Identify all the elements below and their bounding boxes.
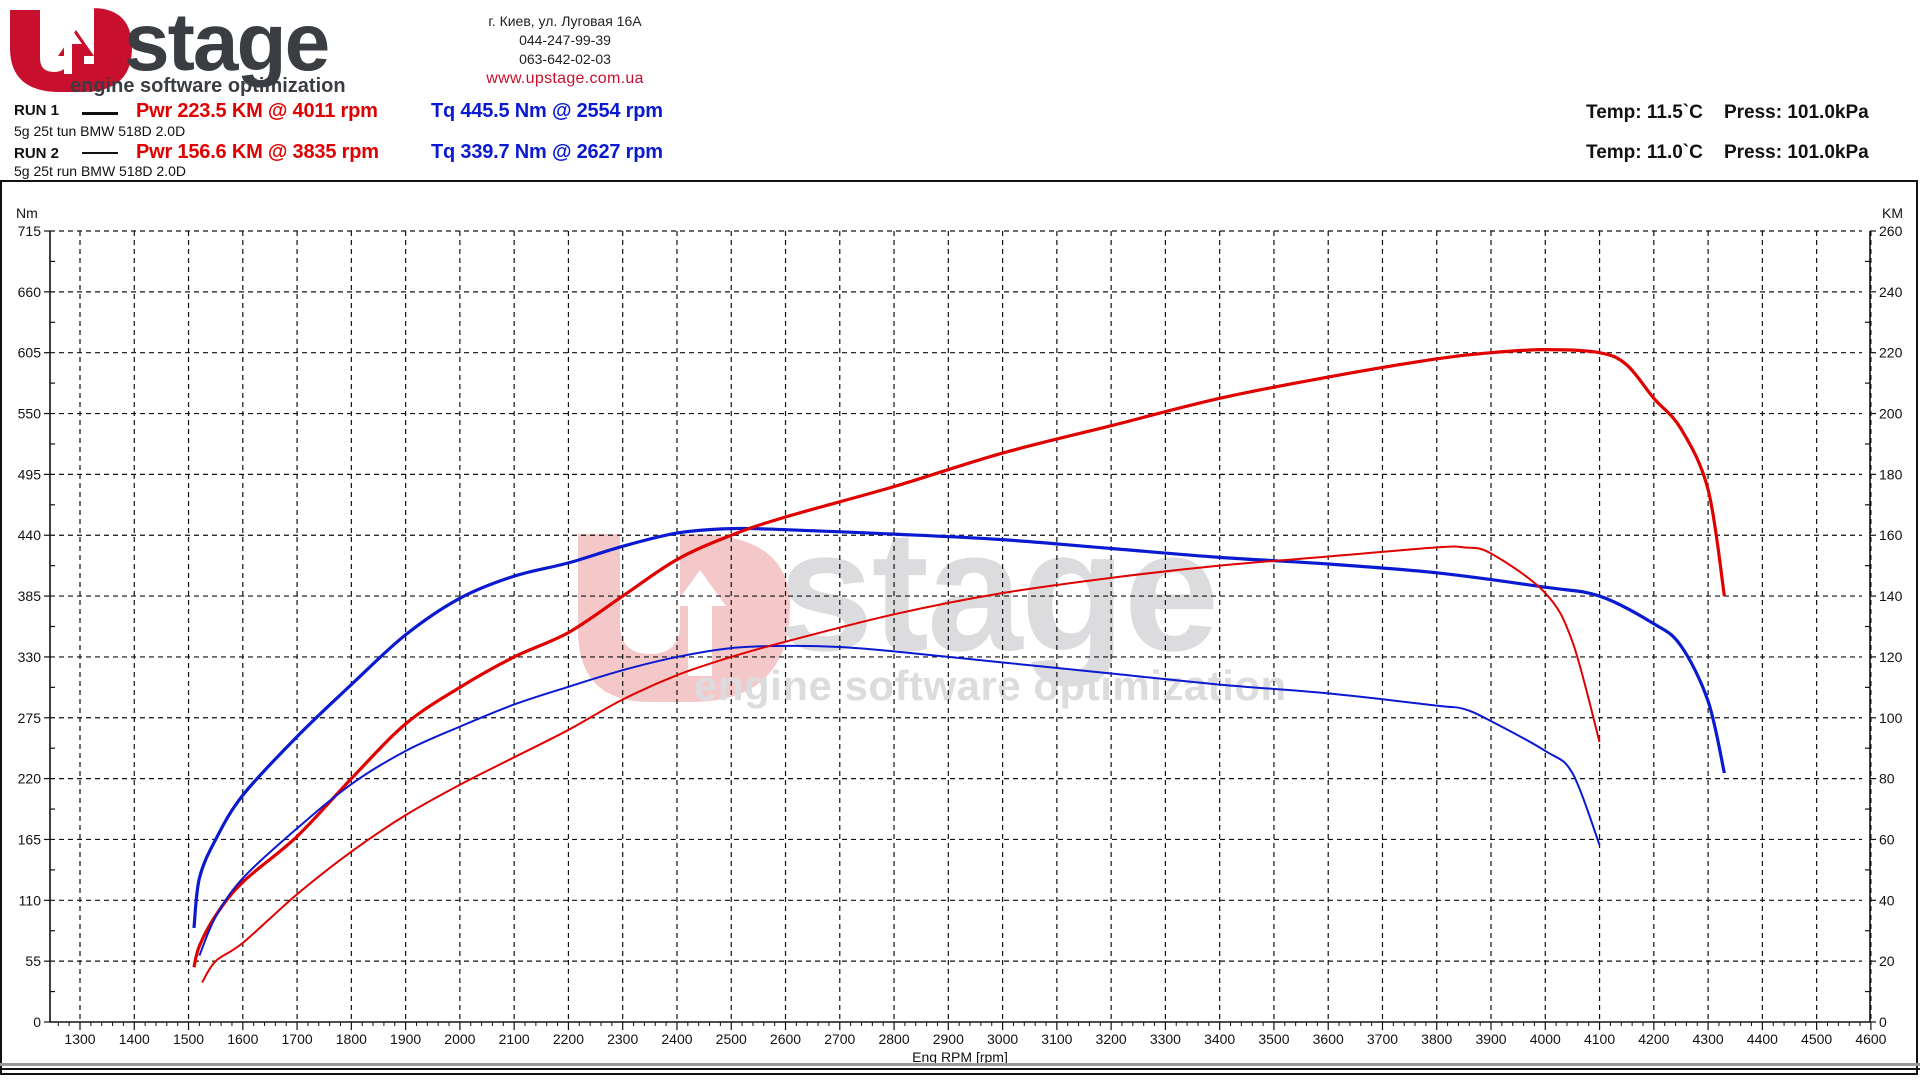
run-1-power: Pwr 223.5 KM @ 4011 rpm: [136, 100, 378, 122]
bottom-bar: [0, 1030, 1920, 1080]
run-2-line-swatch: [82, 152, 118, 154]
logo-brand-text: stage: [124, 4, 328, 88]
u-arrow-icon: [10, 8, 132, 92]
run-1-description: 5g 25t tun BMW 518D 2.0D: [14, 123, 186, 139]
run-1-label: RUN 1: [14, 102, 60, 119]
phone-1-text: 044-247-99-39: [519, 32, 611, 48]
run-2-power: Pwr 156.6 KM @ 3835 rpm: [136, 141, 379, 163]
address-text: г. Киев, ул. Луговая 16А: [488, 13, 642, 29]
contact-block: г. Киев, ул. Луговая 16А 044-247-99-39 0…: [440, 12, 690, 88]
run-2-description: 5g 25t run BMW 518D 2.0D: [14, 163, 186, 179]
run-1-environment: Temp: 11.5`C Press: 101.0kPa: [1586, 102, 1869, 123]
run-1-line-swatch: [82, 112, 118, 115]
upstage-logo: stage engine software optimization: [6, 0, 406, 97]
run-1-torque: Tq 445.5 Nm @ 2554 rpm: [431, 100, 663, 122]
run-2-environment: Temp: 11.0`C Press: 101.0kPa: [1586, 142, 1869, 163]
run-2-label: RUN 2: [14, 145, 60, 162]
website-link[interactable]: www.upstage.com.ua: [486, 70, 644, 87]
phone-2-text: 063-642-02-03: [519, 51, 611, 67]
run-2-torque: Tq 339.7 Nm @ 2627 rpm: [431, 141, 663, 163]
logo-tagline-text: engine software optimization: [70, 75, 346, 96]
chart-frame: [0, 180, 1918, 1030]
